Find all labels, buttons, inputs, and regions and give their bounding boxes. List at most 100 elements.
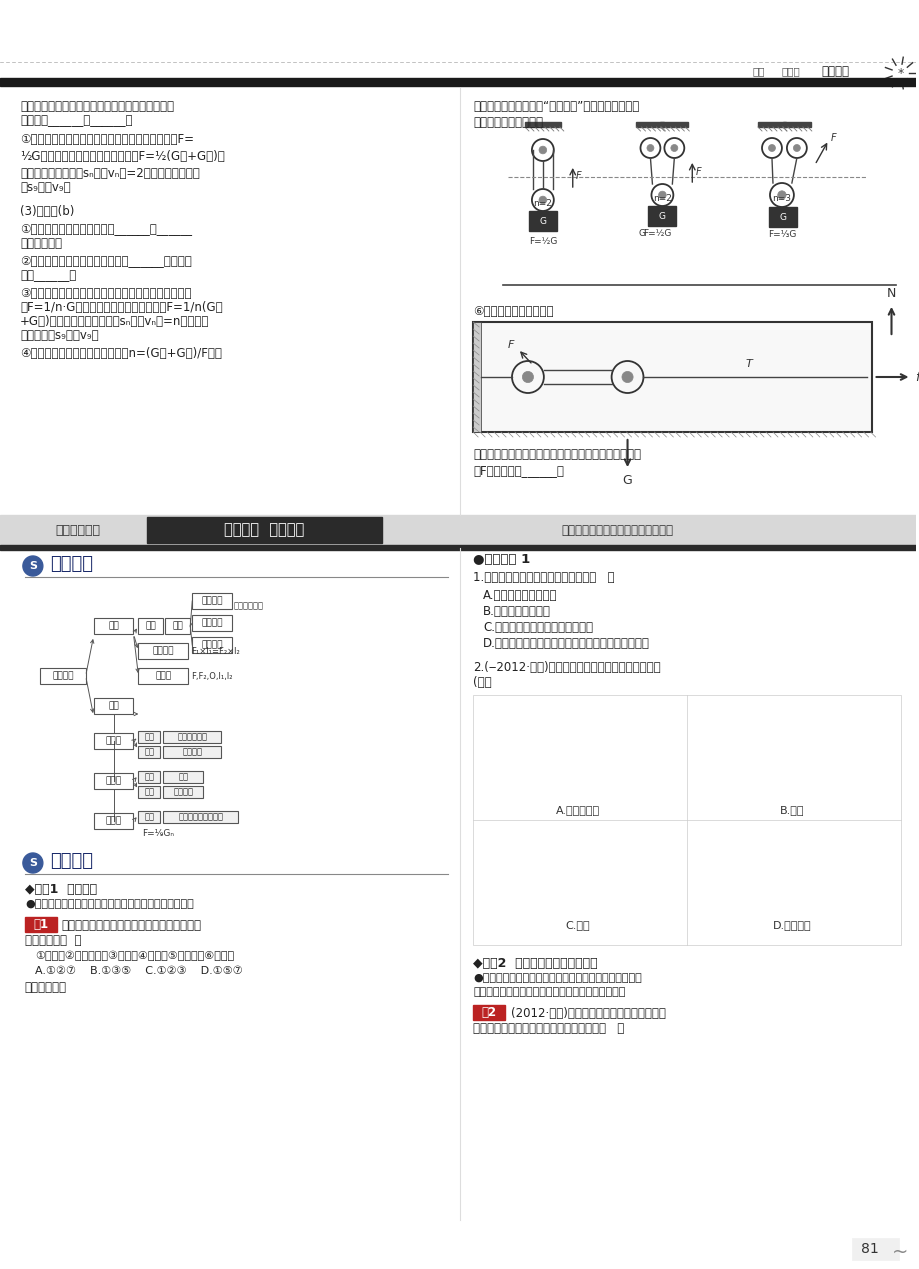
- Text: 的具体要求组装滑轮。: 的具体要求组装滑轮。: [472, 115, 542, 129]
- Bar: [851, 1239, 899, 1260]
- Text: F: F: [830, 133, 835, 143]
- Text: F=⅓G: F=⅓G: [767, 230, 795, 239]
- Bar: [94, 698, 133, 714]
- Circle shape: [23, 556, 43, 576]
- Text: 特点: 特点: [144, 732, 154, 741]
- Bar: [138, 746, 160, 758]
- Text: (））: (））: [472, 676, 492, 689]
- Text: 特点: 特点: [144, 773, 154, 782]
- Text: 师生共同来探究，攻克考点讲技法！: 师生共同来探究，攻克考点讲技法！: [561, 524, 673, 537]
- Bar: [0, 515, 915, 544]
- Text: 知识结构: 知识结构: [50, 555, 93, 574]
- Text: F₁×l₁=F₂×l₂: F₁×l₁=F₂×l₂: [191, 646, 240, 656]
- Text: C.杠杆只能是直的，不可以是弯的: C.杠杆只能是直的，不可以是弯的: [482, 621, 593, 634]
- Bar: [782, 122, 810, 127]
- Bar: [192, 593, 232, 609]
- Bar: [472, 1005, 505, 1020]
- Bar: [94, 773, 133, 789]
- Text: 滑轮边缘与悬绳相切的一点。动力臂和阻力臂分别: 滑轮边缘与悬绳相切的一点。动力臂和阻力臂分别: [20, 100, 174, 113]
- Bar: [164, 786, 203, 798]
- Text: B.杆秤: B.杆秤: [778, 805, 803, 815]
- Text: 实质: 实质: [144, 788, 154, 797]
- Bar: [0, 544, 915, 549]
- Text: F=½G: F=½G: [528, 237, 556, 246]
- Text: ~: ~: [891, 1242, 907, 1261]
- Text: 滑轮组: 滑轮组: [106, 816, 121, 826]
- Text: 实质: 实质: [144, 747, 154, 756]
- Text: 省力杠杆: 省力杠杆: [173, 788, 193, 797]
- Text: 离s₉（或v₉）: 离s₉（或v₉）: [20, 181, 71, 194]
- Text: G: G: [622, 475, 631, 487]
- Bar: [164, 772, 203, 783]
- Bar: [164, 746, 221, 758]
- Circle shape: [522, 372, 533, 382]
- Bar: [138, 786, 160, 798]
- Bar: [192, 637, 232, 654]
- Text: 杠杆: 杠杆: [108, 622, 119, 631]
- Text: T: T: [745, 359, 752, 369]
- Text: 省力、改变力的方向: 省力、改变力的方向: [178, 812, 223, 821]
- Text: G: G: [658, 212, 665, 221]
- Text: 2.(‒2012·铜仁)下列测量工具没有利用杠杆原理的是: 2.(‒2012·铜仁)下列测量工具没有利用杠杆原理的是: [472, 661, 660, 674]
- Text: 例1: 例1: [33, 917, 49, 931]
- Text: G: G: [778, 212, 786, 222]
- Text: 考点精讲  课堂互动: 考点精讲 课堂互动: [223, 523, 304, 538]
- Circle shape: [539, 197, 546, 204]
- Text: 例2: 例2: [481, 1006, 496, 1019]
- Text: 如图所示，匀速拉动物体，不计绳与滑轮间的摩擦，拉: 如图所示，匀速拉动物体，不计绳与滑轮间的摩擦，拉: [472, 448, 641, 461]
- Text: 力F的大小等于______。: 力F的大小等于______。: [472, 464, 563, 477]
- Text: S: S: [28, 561, 37, 571]
- Bar: [94, 813, 133, 829]
- Text: A.弹簧测力计: A.弹簧测力计: [555, 805, 599, 815]
- Bar: [165, 618, 190, 634]
- Text: 理的一组是（  ）: 理的一组是（ ）: [25, 934, 81, 947]
- Text: 下列他器或工具在使用过程中，利用了杠杆原: 下列他器或工具在使用过程中，利用了杠杆原: [62, 919, 201, 931]
- Text: 省力杠杆: 省力杠杆: [201, 596, 222, 605]
- Bar: [472, 322, 481, 431]
- Text: 力F=1/n·G，只忽略轮轴间的摩擦，拉力F=1/n(G动: 力F=1/n·G，只忽略轮轴间的摩擦，拉力F=1/n(G动: [20, 301, 222, 315]
- Text: F=½G: F=½G: [642, 228, 671, 239]
- Circle shape: [777, 190, 785, 199]
- Bar: [660, 122, 687, 127]
- Bar: [138, 731, 160, 744]
- Text: 改变力的方向: 改变力的方向: [177, 732, 207, 741]
- Text: 可以______。: 可以______。: [20, 269, 76, 282]
- Text: ①滑轮组的构成：滑轮组是由______和______: ①滑轮组的构成：滑轮组是由______和______: [20, 223, 192, 236]
- Bar: [192, 615, 232, 631]
- Text: ●重点提示：要认识省力杠杆和费力杠杆，必须知道其定: ●重点提示：要认识省力杠杆和费力杠杆，必须知道其定: [472, 973, 641, 983]
- Text: B.杠杆一定要有支点: B.杠杆一定要有支点: [482, 605, 550, 618]
- Text: F: F: [575, 171, 581, 181]
- Text: A.①②⑦    B.①③⑤    C.①②③    D.①⑤⑦: A.①②⑦ B.①③⑤ C.①②③ D.①⑤⑦: [35, 966, 243, 976]
- Text: f: f: [914, 371, 919, 383]
- Text: 【思路分析】: 【思路分析】: [25, 981, 67, 994]
- Text: ②滑轮组的优点：使用滑轮组可以______，同时也: ②滑轮组的优点：使用滑轮组可以______，同时也: [20, 255, 191, 268]
- Text: 科学: 科学: [751, 66, 764, 76]
- Text: ◆考点2  区分省力杠杆和费力杠杆: ◆考点2 区分省力杠杆和费力杠杆: [472, 957, 597, 970]
- Text: D.托盘天平: D.托盘天平: [772, 920, 811, 930]
- Text: *: *: [896, 66, 902, 80]
- Bar: [636, 122, 664, 127]
- Text: F: F: [507, 340, 514, 350]
- Circle shape: [767, 145, 775, 151]
- Circle shape: [23, 853, 43, 873]
- Text: ①剪刀；②托盘天平；③量筒；④烧杆；⑤弹簧秤；⑥试管夹: ①剪刀；②托盘天平；③量筒；④烧杆；⑤弹簧秤；⑥试管夹: [35, 950, 233, 962]
- Text: 组合而成的。: 组合而成的。: [20, 237, 62, 250]
- Text: ④组装滑轮组方法：首先根据公式n=(G动+G动)/F求出: ④组装滑轮组方法：首先根据公式n=(G动+G动)/F求出: [20, 348, 221, 360]
- Text: 五要素: 五要素: [155, 671, 171, 680]
- Text: N: N: [886, 287, 895, 299]
- Text: 等臂杠杆: 等臂杠杆: [182, 747, 202, 756]
- Bar: [147, 516, 381, 543]
- Text: 费力杠杆: 费力杠杆: [201, 641, 222, 650]
- Text: 义，这个在日常生活中出现较多，平时考查也较多。: 义，这个在日常生活中出现较多，平时考查也较多。: [472, 987, 625, 997]
- Text: +G动)，绳子自由端移动距离sₙ（或vₙ）=n倍的重物: +G动)，绳子自由端移动距离sₙ（或vₙ）=n倍的重物: [20, 315, 209, 329]
- Circle shape: [670, 145, 677, 151]
- Text: (3)滑轮组(b): (3)滑轮组(b): [20, 206, 74, 218]
- Bar: [0, 77, 915, 86]
- Text: A.杠杆必须是一根直棒: A.杠杆必须是一根直棒: [482, 589, 557, 602]
- Text: S: S: [28, 858, 37, 868]
- Text: F: F: [695, 168, 700, 176]
- Bar: [94, 733, 133, 749]
- Text: 1.下列关于杠杆的说法中，正确的是（   ）: 1.下列关于杠杆的说法中，正确的是（ ）: [472, 571, 614, 584]
- Bar: [94, 618, 133, 634]
- Bar: [138, 811, 160, 824]
